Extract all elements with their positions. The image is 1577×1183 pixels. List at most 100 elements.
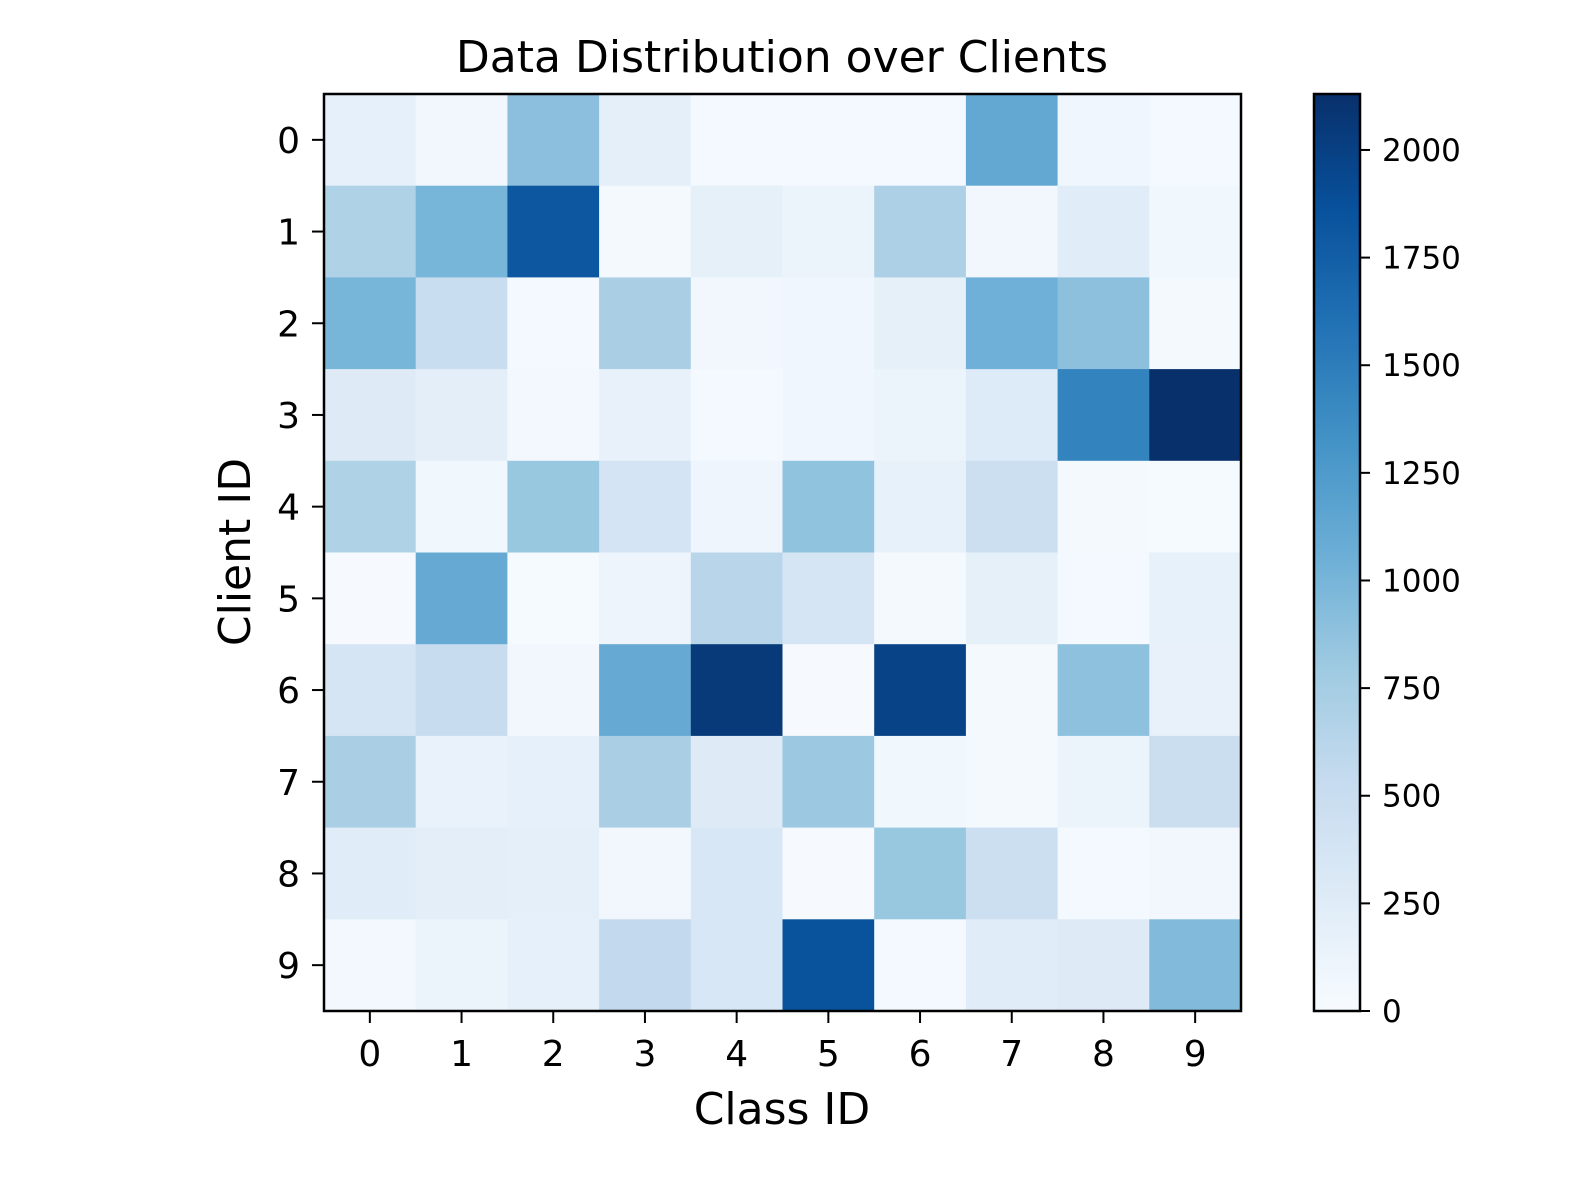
heatmap-cell <box>874 735 967 829</box>
heatmap-cell <box>690 552 784 645</box>
heatmap-cell <box>965 919 1059 1012</box>
heatmap-cell <box>782 919 875 1012</box>
heatmap-cell <box>599 460 692 554</box>
heatmap-cell <box>874 185 967 278</box>
heatmap-cell <box>599 735 692 829</box>
heatmap-cell <box>690 735 784 829</box>
heatmap-cell <box>1057 827 1150 920</box>
y-tick-label: 4 <box>277 488 300 529</box>
heatmap-cells <box>324 94 1242 1012</box>
heatmap-cell <box>507 277 600 370</box>
heatmap-cell <box>782 277 875 370</box>
heatmap-cell <box>1149 919 1242 1012</box>
x-tick-label: 6 <box>909 1034 932 1075</box>
heatmap-cell <box>415 552 508 645</box>
heatmap-cell <box>782 185 875 278</box>
colorbar-tick-label: 750 <box>1382 671 1441 707</box>
heatmap-cell <box>782 827 875 920</box>
heatmap-cell <box>1057 735 1150 829</box>
heatmap-cell <box>415 277 508 370</box>
heatmap-cell <box>1149 735 1242 829</box>
heatmap-cell <box>1149 552 1242 645</box>
heatmap-cell <box>599 185 692 278</box>
colorbar-tick-label: 0 <box>1382 994 1402 1030</box>
heatmap-cell <box>599 277 692 370</box>
heatmap-cell <box>782 552 875 645</box>
y-axis-ticks: 0 1 2 3 4 5 6 7 8 9 <box>277 121 324 987</box>
heatmap-cell <box>874 369 967 462</box>
heatmap-cell <box>507 644 600 737</box>
heatmap-cell <box>782 460 875 554</box>
x-tick-label: 0 <box>358 1034 381 1075</box>
heatmap-cell <box>415 185 508 278</box>
colorbar <box>1312 92 1362 1013</box>
heatmap-cell <box>965 644 1059 737</box>
colorbar-tick-label: 1750 <box>1382 241 1461 277</box>
x-tick-label: 8 <box>1092 1034 1115 1075</box>
x-axis-ticks: 0 1 2 3 4 5 6 7 8 9 <box>358 1011 1207 1075</box>
x-tick-label: 3 <box>633 1034 656 1075</box>
heatmap-cell <box>324 552 417 645</box>
heatmap-cell <box>1149 277 1242 370</box>
heatmap-cell <box>1057 460 1150 554</box>
colorbar-tick-label: 2000 <box>1382 133 1461 169</box>
heatmap-cell <box>415 460 508 554</box>
colorbar-tick-label: 1500 <box>1382 348 1461 384</box>
colorbar-tick-label: 1250 <box>1382 456 1461 492</box>
heatmap-cell <box>782 94 875 187</box>
heatmap-cell <box>1149 827 1242 920</box>
heatmap-cell <box>690 644 784 737</box>
heatmap-cell <box>415 735 508 829</box>
heatmap-cell <box>507 185 600 278</box>
x-tick-label: 5 <box>817 1034 840 1075</box>
colorbar-tick-label: 250 <box>1382 886 1441 922</box>
y-tick-label: 9 <box>277 946 300 987</box>
heatmap-cell <box>415 644 508 737</box>
heatmap-cell <box>507 919 600 1012</box>
heatmap-cell <box>415 827 508 920</box>
colorbar-ticks: 0 250 500 750 1000 1250 1500 1750 2000 <box>1360 133 1461 1030</box>
heatmap-cell <box>599 919 692 1012</box>
x-tick-label: 4 <box>725 1034 748 1075</box>
heatmap-cell <box>599 94 692 187</box>
heatmap-cell <box>1057 552 1150 645</box>
heatmap-cell <box>965 185 1059 278</box>
heatmap-cell <box>874 94 967 187</box>
heatmap-cell <box>965 827 1059 920</box>
heatmap-cell <box>599 552 692 645</box>
heatmap-cell <box>874 919 967 1012</box>
y-tick-label: 7 <box>277 763 300 804</box>
heatmap-cell <box>324 277 417 370</box>
x-tick-label: 2 <box>542 1034 565 1075</box>
heatmap-cell <box>1057 644 1150 737</box>
heatmap-cell <box>1149 94 1242 187</box>
heatmap-cell <box>690 185 784 278</box>
heatmap-cell <box>507 735 600 829</box>
y-tick-label: 0 <box>277 121 300 162</box>
heatmap-cell <box>965 94 1059 187</box>
y-tick-label: 2 <box>277 304 300 345</box>
heatmap-cell <box>874 827 967 920</box>
heatmap-cell <box>324 185 417 278</box>
heatmap-cell <box>1149 460 1242 554</box>
plot-frame <box>322 92 1243 1013</box>
heatmap-cell <box>324 94 417 187</box>
x-tick-label: 7 <box>1000 1034 1023 1075</box>
heatmap-cell <box>1057 277 1150 370</box>
heatmap-cell <box>324 919 417 1012</box>
heatmap-cell <box>1149 185 1242 278</box>
heatmap-cell <box>507 552 600 645</box>
heatmap-cell <box>690 94 784 187</box>
y-tick-label: 3 <box>277 396 300 437</box>
heatmap-cell <box>324 735 417 829</box>
heatmap-cell <box>324 644 417 737</box>
heatmap-cell <box>965 735 1059 829</box>
heatmap-cell <box>507 94 600 187</box>
heatmap-cell <box>690 827 784 920</box>
x-tick-label: 9 <box>1184 1034 1207 1075</box>
heatmap-cell <box>324 460 417 554</box>
heatmap-cell <box>965 277 1059 370</box>
heatmap-cell <box>415 369 508 462</box>
y-tick-label: 6 <box>277 671 300 712</box>
